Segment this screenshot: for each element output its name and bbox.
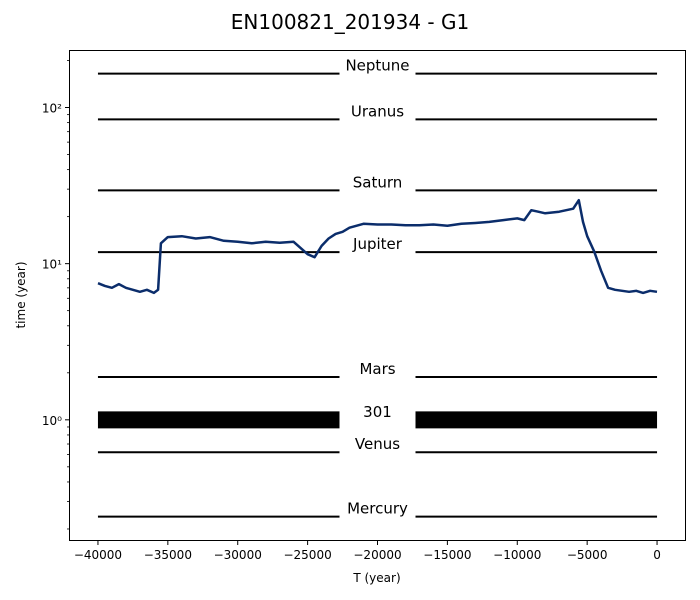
x-tick-label: −15000 — [423, 548, 471, 562]
y-axis-label: time (year) — [14, 261, 28, 328]
plot-area: Mercury Venus 301 Mars Jupiter Saturn Uranus Ne… — [97, 57, 658, 518]
reference-line-venus: Venus — [97, 435, 658, 454]
reference-line-jupiter: Jupiter — [97, 235, 658, 254]
x-tick-label: −40000 — [74, 548, 122, 562]
series-line-0 — [97, 198, 658, 295]
y-tick-label: 10² — [42, 101, 62, 115]
reference-label: Venus — [355, 435, 400, 453]
reference-line-neptune: Neptune — [97, 57, 658, 75]
reference-label: Saturn — [353, 173, 403, 191]
reference-line-mercury: Mercury — [97, 500, 658, 518]
reference-label: Uranus — [351, 102, 404, 120]
x-tick-label: −30000 — [214, 548, 262, 562]
reference-label: Mars — [359, 360, 395, 378]
reference-label: Jupiter — [352, 235, 403, 253]
x-tick-label: −5000 — [567, 548, 608, 562]
x-tick-label: −10000 — [493, 548, 541, 562]
chart-title: EN100821_201934 - G1 — [231, 10, 469, 34]
x-tick-label: 0 — [653, 548, 661, 562]
reference-label: Neptune — [345, 57, 409, 75]
reference-label: 301 — [363, 403, 392, 421]
y-tick-label: 10⁰ — [42, 414, 62, 428]
y-tick-label: 10¹ — [42, 258, 62, 272]
reference-line-mars: Mars — [97, 360, 658, 379]
y-axis: 10⁰ 10¹ 10² — [42, 60, 70, 530]
x-axis: −40000 −35000 −30000 −25000 −20000 −15000 −100… — [74, 540, 661, 562]
x-tick-label: −20000 — [353, 548, 401, 562]
reference-line-uranus: Uranus — [97, 102, 658, 121]
reference-line-301: 301 — [97, 403, 658, 429]
x-tick-label: −25000 — [283, 548, 331, 562]
x-axis-label: T (year) — [352, 571, 400, 585]
reference-label: Mercury — [347, 500, 408, 518]
x-tick-label: −35000 — [144, 548, 192, 562]
reference-line-saturn: Saturn — [97, 173, 658, 192]
